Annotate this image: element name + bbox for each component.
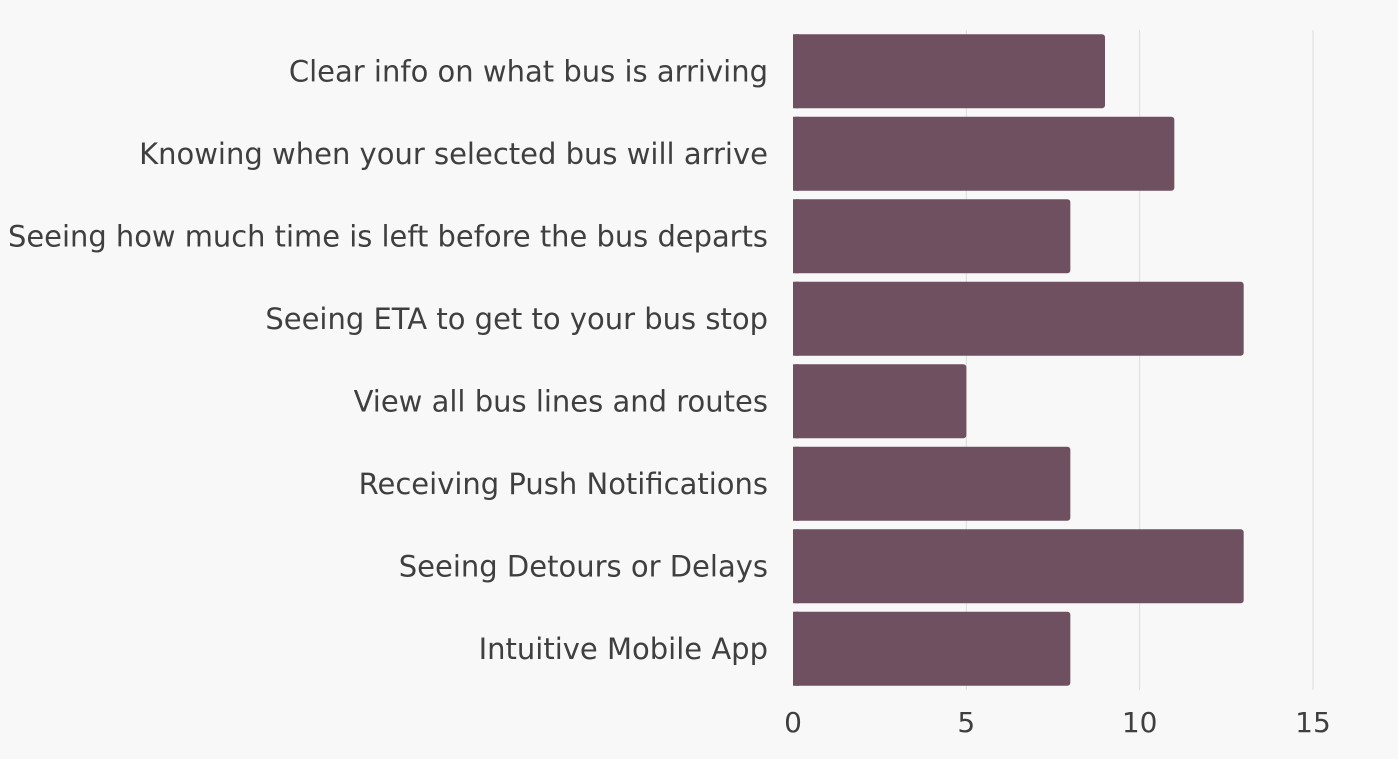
category-label: View all bus lines and routes bbox=[354, 384, 768, 418]
bar bbox=[793, 611, 1071, 686]
bar bbox=[793, 199, 1071, 274]
bar bbox=[793, 116, 1175, 191]
x-axis-ticks: 0 5 10 15 bbox=[784, 706, 1331, 739]
category-label: Clear info on what bus is arriving bbox=[289, 54, 768, 88]
category-label: Receiving Push Notifications bbox=[359, 467, 768, 501]
category-label: Seeing Detours or Delays bbox=[399, 549, 768, 583]
bar bbox=[793, 281, 1244, 356]
x-tick-label: 0 bbox=[784, 706, 802, 739]
bar-left-edge bbox=[793, 199, 799, 274]
category-label: Seeing ETA to get to your bus stop bbox=[265, 302, 768, 336]
category-label: Seeing how much time is left before the … bbox=[8, 219, 768, 253]
category-label: Knowing when your selected bus will arri… bbox=[139, 137, 768, 171]
bar-left-edge bbox=[793, 364, 799, 439]
bar-left-edge bbox=[793, 611, 799, 686]
bar bbox=[793, 364, 967, 439]
x-tick-label: 5 bbox=[957, 706, 975, 739]
x-tick-label: 15 bbox=[1295, 706, 1331, 739]
bar-left-edge bbox=[793, 281, 799, 356]
bar bbox=[793, 446, 1071, 521]
bar-left-edge bbox=[793, 446, 799, 521]
x-tick-label: 10 bbox=[1122, 706, 1158, 739]
bar-left-edge bbox=[793, 34, 799, 109]
bar-left-edge bbox=[793, 529, 799, 604]
bar bbox=[793, 529, 1244, 604]
category-label: Intuitive Mobile App bbox=[479, 632, 768, 666]
bars bbox=[793, 34, 1244, 686]
bar-left-edge bbox=[793, 116, 799, 191]
category-labels: Clear info on what bus is arriving Knowin… bbox=[8, 54, 768, 666]
bar bbox=[793, 34, 1105, 109]
